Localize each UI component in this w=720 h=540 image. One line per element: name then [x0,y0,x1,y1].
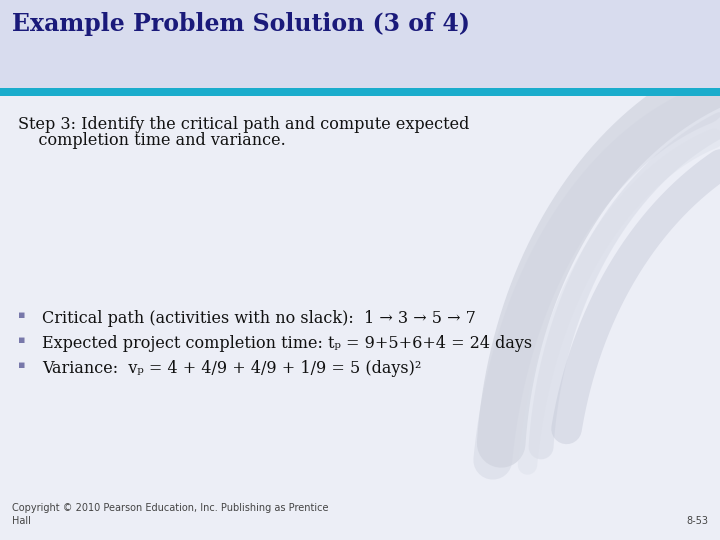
Text: ▪: ▪ [18,335,25,345]
Text: 8-53: 8-53 [686,516,708,526]
Bar [0,0,720,88]
Bar [0,88,720,96]
Text: Variance:  vₚ = 4 + 4/9 + 4/9 + 1/9 = 5 (days)²: Variance: vₚ = 4 + 4/9 + 4/9 + 1/9 = 5 (… [42,360,421,377]
Text: Example Problem Solution (3 of 4): Example Problem Solution (3 of 4) [12,12,470,36]
Text: Critical path (activities with no slack):  1 → 3 → 5 → 7: Critical path (activities with no slack)… [42,310,476,327]
Text: completion time and variance.: completion time and variance. [18,132,286,149]
Text: Expected project completion time: tₚ = 9+5+6+4 = 24 days: Expected project completion time: tₚ = 9… [42,335,532,352]
Text: Copyright © 2010 Pearson Education, Inc. Publishing as Prentice
Hall: Copyright © 2010 Pearson Education, Inc.… [12,503,328,526]
Text: ▪: ▪ [18,360,25,370]
Text: ▪: ▪ [18,310,25,320]
Text: Step 3: Identify the critical path and compute expected: Step 3: Identify the critical path and c… [18,116,469,133]
